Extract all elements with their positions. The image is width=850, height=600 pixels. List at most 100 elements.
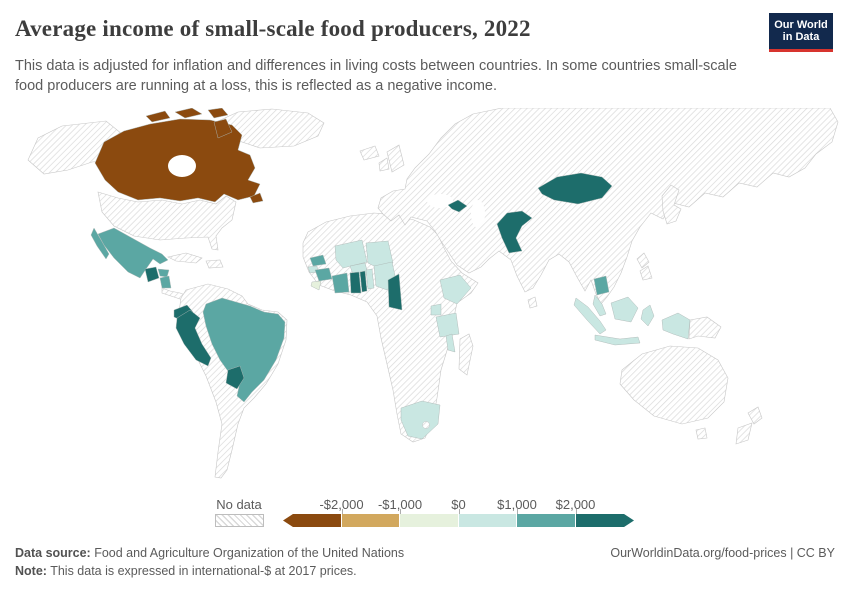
- country-indonesia-borneo[interactable]: [610, 296, 639, 323]
- landmass-sri-lanka: [527, 296, 538, 309]
- chart-footer: Data source: Food and Agriculture Organi…: [15, 545, 835, 580]
- landmass-madagascar: [458, 333, 474, 376]
- landmass-tasmania: [695, 427, 708, 440]
- note-line: Note: This data is expressed in internat…: [15, 562, 835, 580]
- landmass-cuba: [167, 252, 203, 264]
- legend-band-1000-to-2000[interactable]: [517, 514, 576, 527]
- legend-tick-label-3: $0: [451, 497, 466, 512]
- data-source-label: Data source:: [15, 546, 91, 560]
- country-nicaragua[interactable]: [159, 275, 172, 289]
- country-indonesia-java[interactable]: [594, 334, 641, 346]
- subtitle-line-2: food producers are running at a loss, th…: [15, 78, 497, 94]
- country-south-africa[interactable]: [400, 400, 441, 440]
- country-cote-divoire[interactable]: [331, 272, 350, 294]
- country-togo[interactable]: [359, 270, 368, 293]
- legend-no-data-label: No data: [216, 497, 262, 512]
- legend-tick-mark: [458, 509, 460, 514]
- country-canada-arctic-3[interactable]: [207, 108, 229, 119]
- legend-band-0-to-1000[interactable]: [458, 514, 517, 527]
- country-azerbaijan[interactable]: [447, 199, 468, 213]
- legend-color-bar: [283, 514, 634, 527]
- owid-link[interactable]: OurWorldinData.org/food-prices | CC BY: [610, 546, 835, 560]
- country-senegal[interactable]: [309, 254, 327, 267]
- country-canada-newfoundland[interactable]: [249, 192, 264, 204]
- legend-tick-mark: [341, 509, 343, 514]
- legend-tick-label-4: $1,000: [497, 497, 537, 512]
- country-cameroon[interactable]: [387, 273, 403, 311]
- page-title: Average income of small-scale food produ…: [15, 16, 531, 41]
- country-indonesia-sumatra[interactable]: [573, 297, 607, 335]
- country-indonesia-west-new-guinea[interactable]: [661, 312, 691, 340]
- owid-logo-accent-bar: [769, 49, 833, 52]
- country-mongolia[interactable]: [537, 172, 613, 205]
- landmass-papua-new-guinea: [688, 316, 722, 340]
- logo-line-1: Our World: [774, 18, 828, 31]
- landmass-philippines-north: [636, 252, 650, 269]
- chart-subtitle: This data is adjusted for inflation and …: [15, 56, 760, 96]
- hudson-bay: [168, 155, 196, 177]
- landmass-iceland: [359, 145, 380, 161]
- landmass-lesotho: [422, 421, 430, 429]
- country-sierra-leone[interactable]: [310, 280, 322, 291]
- country-malawi[interactable]: [445, 333, 456, 353]
- landmass-japan: [661, 184, 682, 225]
- landmass-eurasia: [377, 108, 839, 305]
- legend-tick-label-2: -$1,000: [377, 497, 423, 512]
- country-benin[interactable]: [365, 268, 375, 290]
- world-map-area: [10, 108, 840, 493]
- legend-tick-label-1: -$2,000: [319, 497, 364, 512]
- owid-logo[interactable]: Our World in Data: [769, 13, 833, 52]
- country-peru[interactable]: [175, 309, 212, 367]
- world-choropleth-map: [27, 108, 839, 479]
- data-source-line: Data source: Food and Agriculture Organi…: [15, 545, 404, 562]
- legend-band-above-2000[interactable]: [575, 514, 634, 527]
- legend-band-negative-1000-to-0[interactable]: [400, 514, 459, 527]
- country-guinea[interactable]: [314, 267, 333, 282]
- black-sea: [427, 194, 453, 208]
- landmass-hispaniola: [205, 259, 224, 269]
- landmass-philippines-south: [639, 265, 653, 281]
- country-canada-arctic-2[interactable]: [174, 108, 203, 119]
- country-uganda[interactable]: [430, 303, 442, 316]
- landmass-greenland: [215, 108, 325, 149]
- logo-line-2: in Data: [782, 31, 820, 43]
- colored-countries: [90, 108, 691, 440]
- country-ghana[interactable]: [349, 271, 362, 294]
- landmass-new-zealand-south: [735, 422, 753, 445]
- country-paraguay[interactable]: [225, 365, 245, 390]
- country-mexico-baja[interactable]: [90, 227, 110, 260]
- landmass-ireland: [378, 157, 390, 172]
- country-mexico[interactable]: [97, 227, 169, 279]
- legend-band-below-negative-2000[interactable]: [283, 514, 342, 527]
- owid-logo-box: Our World in Data: [769, 13, 833, 49]
- legend-tick-mark: [575, 509, 577, 514]
- legend-tick-label-5: $2,000: [555, 497, 596, 512]
- country-guatemala[interactable]: [144, 266, 160, 283]
- country-cambodia[interactable]: [593, 275, 610, 296]
- country-indonesia-sulawesi[interactable]: [640, 304, 655, 327]
- landmass-australia: [619, 345, 729, 425]
- country-canada-arctic-1[interactable]: [145, 110, 171, 123]
- landmass-africa: [302, 212, 479, 443]
- note-text: This data is expressed in international-…: [46, 564, 357, 578]
- country-tanzania[interactable]: [435, 312, 460, 338]
- landmass-new-zealand-north: [747, 406, 763, 425]
- country-canada-baffin[interactable]: [213, 118, 233, 139]
- data-source-text: Food and Agriculture Organization of the…: [90, 546, 405, 560]
- country-honduras[interactable]: [157, 268, 170, 278]
- country-pakistan[interactable]: [496, 210, 533, 254]
- country-malaysia-peninsula[interactable]: [592, 294, 607, 317]
- legend-tick-mark: [517, 509, 518, 514]
- landmass-uk: [386, 144, 405, 173]
- country-brazil[interactable]: [202, 297, 286, 403]
- caspian-sea: [471, 200, 485, 228]
- legend-band-negative-2000-to-1000[interactable]: [341, 514, 400, 527]
- map-legend: No data -$2,000 -$1,000 $0 $1,000 $2,000: [15, 497, 835, 531]
- note-label: Note:: [15, 564, 47, 578]
- legend-no-data-swatch[interactable]: [215, 514, 264, 527]
- landmass-usa: [97, 191, 237, 251]
- subtitle-line-1: This data is adjusted for inflation and …: [15, 58, 737, 74]
- country-ethiopia[interactable]: [439, 274, 472, 305]
- legend-tick-mark: [400, 509, 401, 514]
